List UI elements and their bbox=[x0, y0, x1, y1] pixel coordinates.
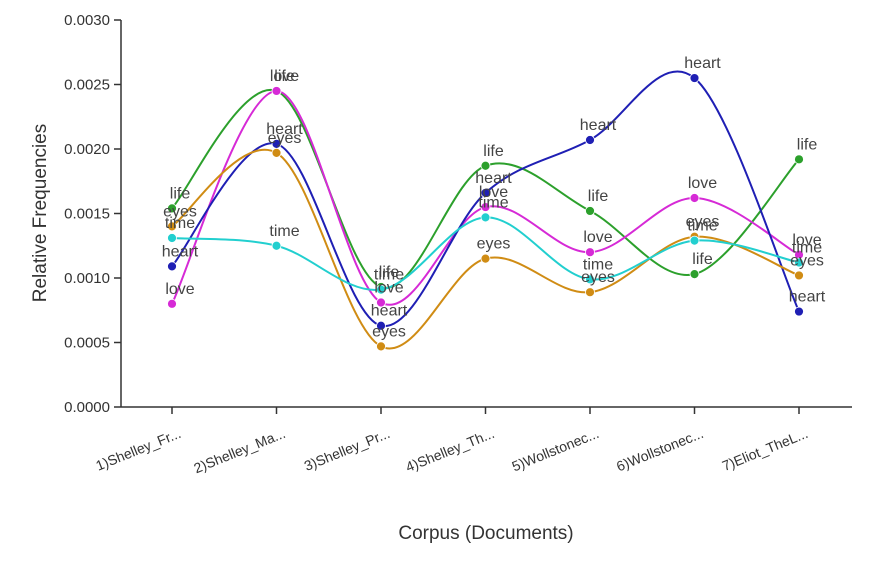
x-axis-title: Corpus (Documents) bbox=[398, 523, 573, 544]
data-point-heart bbox=[167, 261, 177, 272]
point-label-love: love bbox=[688, 175, 717, 192]
data-point-heart bbox=[376, 320, 386, 331]
x-tick-label: 1)Shelley_Fr... bbox=[93, 425, 183, 474]
y-axis-title: Relative Frequencies bbox=[30, 124, 51, 302]
point-label-time: time bbox=[165, 215, 195, 232]
data-point-life bbox=[794, 154, 804, 165]
series-line-love bbox=[171, 89, 800, 306]
point-labels: lifelifelifelifelifelifelifelovelovelove… bbox=[162, 55, 826, 340]
point-label-life: life bbox=[274, 68, 295, 85]
y-tick-label: 0.0010 bbox=[64, 270, 110, 287]
data-point-life bbox=[480, 160, 491, 171]
point-label-love: love bbox=[479, 184, 508, 201]
data-point-time bbox=[271, 240, 282, 251]
y-tick-label: 0.0015 bbox=[64, 206, 110, 223]
point-label-heart: heart bbox=[371, 303, 408, 320]
data-point-time bbox=[167, 233, 177, 243]
point-label-love: love bbox=[583, 229, 612, 246]
data-point-love bbox=[585, 247, 595, 258]
point-label-love: love bbox=[165, 281, 194, 298]
point-label-life: life bbox=[379, 264, 400, 281]
point-label-eyes: eyes bbox=[268, 130, 302, 147]
x-tick-label: 6)Wollstonec... bbox=[614, 425, 706, 474]
point-label-life: life bbox=[797, 136, 818, 153]
point-label-eyes: eyes bbox=[372, 323, 406, 340]
data-point-love bbox=[167, 298, 177, 309]
data-point-heart bbox=[689, 73, 700, 83]
data-point-love bbox=[480, 202, 491, 212]
point-label-time: time bbox=[478, 194, 508, 211]
point-label-heart: heart bbox=[266, 121, 303, 138]
point-label-eyes: eyes bbox=[790, 252, 824, 269]
y-tick-label: 0.0000 bbox=[64, 399, 110, 416]
data-point-life bbox=[585, 206, 595, 216]
y-axis-ticks: 0.0000 0.0005 0.0010 0.0015 0.0020 0.0025 0.00… bbox=[64, 12, 121, 416]
point-label-eyes: eyes bbox=[581, 269, 615, 286]
data-point-love bbox=[689, 193, 700, 203]
y-tick-label: 0.0030 bbox=[64, 12, 110, 29]
point-label-love: love bbox=[270, 68, 299, 85]
point-label-heart: heart bbox=[162, 243, 199, 260]
point-label-heart: heart bbox=[475, 170, 512, 187]
x-tick-label: 3)Shelley_Pr... bbox=[302, 425, 392, 474]
data-point-time bbox=[480, 212, 491, 223]
data-point-time bbox=[689, 235, 700, 246]
point-label-life: life bbox=[170, 185, 191, 202]
data-point-heart bbox=[480, 187, 491, 198]
y-tick-label: 0.0025 bbox=[64, 77, 110, 94]
point-label-heart: heart bbox=[684, 55, 721, 72]
data-point-time bbox=[794, 257, 804, 268]
point-label-time: time bbox=[792, 240, 822, 257]
point-label-love: love bbox=[374, 280, 403, 297]
point-label-life: life bbox=[692, 251, 713, 268]
data-point-love bbox=[376, 297, 386, 308]
point-label-heart: heart bbox=[580, 117, 617, 134]
series-lines bbox=[167, 70, 804, 352]
x-tick-label: 5)Wollstonec... bbox=[510, 425, 602, 474]
point-label-time: time bbox=[374, 267, 404, 284]
point-label-eyes: eyes bbox=[163, 203, 197, 220]
y-tick-label: 0.0005 bbox=[64, 335, 110, 352]
data-point-life bbox=[689, 269, 700, 280]
point-label-life: life bbox=[588, 188, 609, 205]
data-point-heart bbox=[585, 135, 595, 145]
data-point-heart bbox=[794, 306, 804, 317]
data-point-life bbox=[167, 203, 177, 214]
data-point-love bbox=[271, 86, 282, 96]
y-tick-label: 0.0020 bbox=[64, 141, 110, 158]
point-label-time: time bbox=[269, 223, 299, 240]
point-label-eyes: eyes bbox=[477, 236, 511, 253]
x-tick-label: 2)Shelley_Ma... bbox=[191, 425, 287, 476]
x-axis-ticks: 1)Shelley_Fr... 2)Shelley_Ma... 3)Shelley_… bbox=[93, 407, 810, 476]
data-point-eyes bbox=[794, 270, 804, 281]
point-label-heart: heart bbox=[789, 289, 826, 306]
data-point-eyes bbox=[271, 147, 282, 158]
data-point-time bbox=[585, 274, 595, 285]
point-label-life: life bbox=[483, 143, 504, 160]
point-label-time: time bbox=[687, 218, 717, 235]
data-point-eyes bbox=[376, 341, 386, 352]
data-point-eyes bbox=[167, 221, 177, 232]
data-point-eyes bbox=[585, 287, 595, 298]
x-tick-label: 7)Eliot_TheL... bbox=[720, 425, 810, 474]
point-label-eyes: eyes bbox=[686, 214, 720, 231]
point-label-time: time bbox=[583, 256, 613, 273]
data-point-time bbox=[376, 284, 386, 295]
data-point-eyes bbox=[480, 253, 491, 264]
x-tick-label: 4)Shelley_Th... bbox=[403, 425, 496, 475]
point-label-love: love bbox=[792, 232, 821, 249]
